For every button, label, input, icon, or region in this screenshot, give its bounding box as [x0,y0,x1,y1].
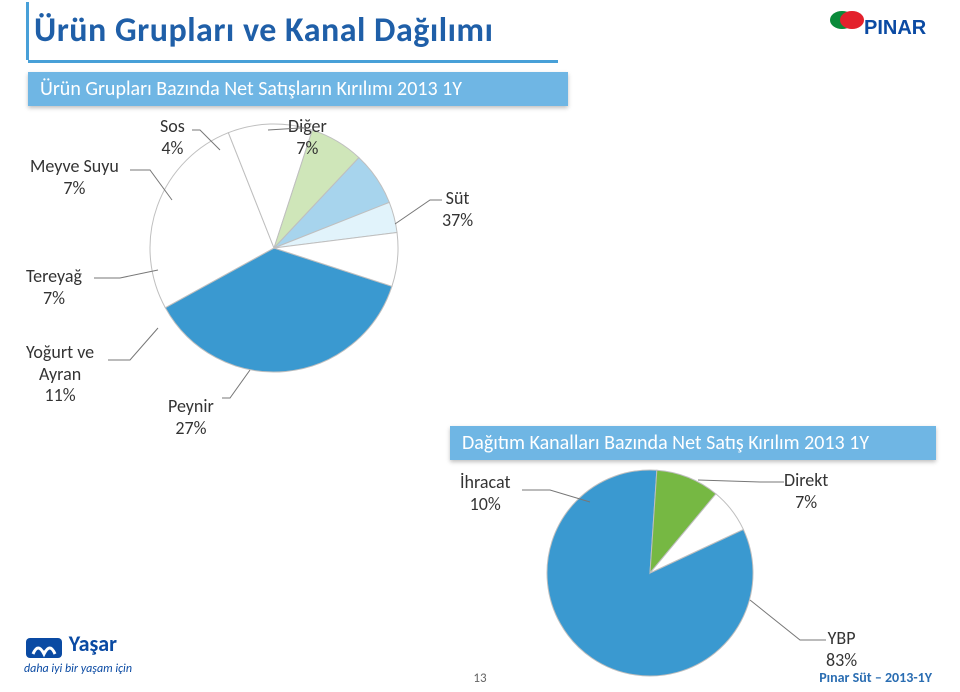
pie1-label-tereyag: Tereyağ 7% [26,266,82,309]
label-text: Yoğurt ve [26,341,94,363]
label-text: Diğer [288,115,327,137]
pie2-label-direkt: Direkt 7% [784,470,828,513]
pie1-label-sos: Sos 4% [160,116,185,159]
label-text: Peynir [168,395,214,417]
footer-brand-tag: daha iyi bir yaşam için [24,662,132,676]
product-groups-pie [148,122,400,379]
pie2-label-ybp: YBP 83% [826,628,857,671]
label-text: Tereyağ [26,265,82,287]
pie1-label-peynir: Peynir 27% [168,396,214,439]
brand-logo: PINAR [824,6,932,48]
brand-logo-text: PINAR [864,17,927,39]
page-title: Ürün Grupları ve Kanal Dağılımı [34,10,493,51]
label-pct: 37% [442,210,473,232]
label-text: Direkt [784,469,828,491]
label-text: Meyve Suyu [30,155,119,177]
label-pct: 7% [784,492,828,514]
label-text: Sos [160,115,185,137]
label-pct: 7% [288,138,327,160]
label-pct: 10% [460,494,510,516]
pie1-label-diger: Diğer 7% [288,116,327,159]
footer-brand-text: Yaşar [69,630,117,657]
pie1-label-yogurt: Yoğurt ve Ayran 11% [26,342,94,407]
title-left-rule [26,2,29,60]
pie1-label-sut: Süt 37% [442,188,473,231]
label-pct: 27% [168,418,214,440]
footer-right-text: Pınar Süt – 2013-1Y [819,669,932,686]
chart1-title-bar: Ürün Grupları Bazında Net Satışların Kır… [28,72,568,106]
chart2-title-bar: Dağıtım Kanalları Bazında Net Satış Kırı… [450,426,936,460]
label-pct: 4% [160,138,185,160]
label-pct: 7% [26,288,82,310]
label-text: Süt [446,187,470,209]
pie2-label-ihracat: İhracat 10% [460,472,510,515]
title-underline [28,60,558,63]
pie1-label-meyve: Meyve Suyu 7% [30,156,119,199]
label-pct: 83% [826,650,857,672]
page-number: 13 [473,671,486,686]
label-pct: 11% [26,385,94,407]
footer-left-brand: Yaşar daha iyi bir yaşam için [24,630,132,676]
label-text: YBP [828,627,856,649]
label-text: İhracat [460,471,510,493]
label-text2: Ayran [26,364,94,386]
label-pct: 7% [30,178,119,200]
channels-pie [545,468,755,683]
